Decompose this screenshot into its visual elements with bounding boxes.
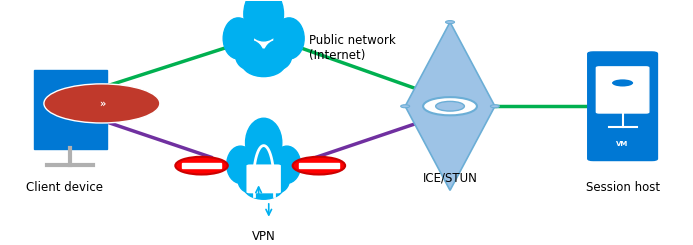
- Ellipse shape: [244, 174, 283, 199]
- Text: »: »: [99, 98, 105, 109]
- Circle shape: [436, 101, 464, 111]
- Ellipse shape: [242, 49, 286, 77]
- Ellipse shape: [264, 167, 290, 193]
- Ellipse shape: [227, 146, 254, 183]
- FancyBboxPatch shape: [597, 67, 649, 113]
- FancyBboxPatch shape: [34, 70, 107, 149]
- Ellipse shape: [245, 118, 282, 167]
- Text: Session host: Session host: [586, 181, 660, 194]
- Bar: [72, 106, 85, 110]
- Ellipse shape: [223, 18, 254, 59]
- Text: VPN: VPN: [252, 230, 276, 243]
- Ellipse shape: [273, 146, 301, 183]
- Bar: [55, 106, 69, 110]
- Text: Client device: Client device: [26, 181, 103, 194]
- Bar: [299, 163, 339, 168]
- Circle shape: [175, 157, 228, 174]
- Ellipse shape: [264, 40, 292, 70]
- Circle shape: [401, 105, 410, 108]
- Ellipse shape: [244, 0, 283, 41]
- Bar: [55, 102, 69, 106]
- FancyBboxPatch shape: [588, 52, 658, 160]
- Text: Public network
(Internet): Public network (Internet): [308, 34, 395, 62]
- Bar: [182, 163, 221, 168]
- Polygon shape: [405, 22, 495, 190]
- Ellipse shape: [238, 167, 263, 193]
- Circle shape: [612, 79, 633, 86]
- Circle shape: [491, 105, 500, 108]
- Circle shape: [44, 84, 160, 123]
- Circle shape: [292, 157, 345, 174]
- Circle shape: [446, 21, 455, 24]
- Text: VM: VM: [617, 141, 629, 147]
- FancyBboxPatch shape: [247, 164, 281, 193]
- Bar: [72, 102, 85, 106]
- Ellipse shape: [274, 18, 304, 59]
- Text: ICE/STUN: ICE/STUN: [423, 172, 477, 184]
- Circle shape: [423, 97, 477, 115]
- Ellipse shape: [236, 40, 263, 70]
